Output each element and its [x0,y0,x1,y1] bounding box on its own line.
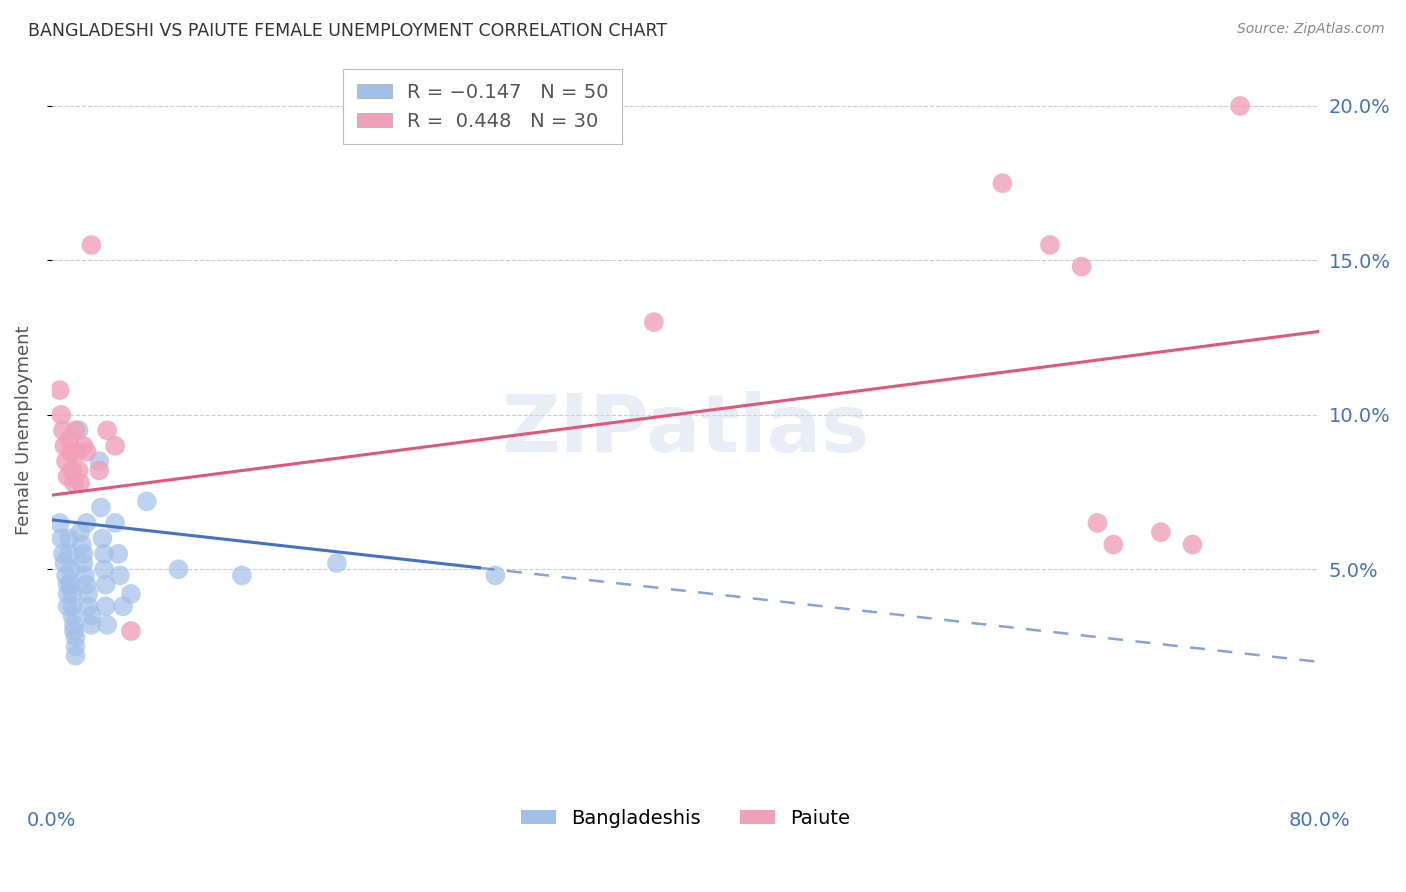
Point [135,494,157,508]
Point [96,618,118,632]
Point [77,587,100,601]
Point [56,587,79,601]
Point [58,532,80,546]
Point [167,562,190,576]
Point [66,445,89,459]
Point [65,640,87,654]
Point [70,537,93,551]
Point [108,568,131,582]
Point [80,618,103,632]
Point [77,599,100,614]
Point [1070,260,1092,274]
Point [72,439,94,453]
Point [69,525,91,540]
Point [60,463,83,477]
Point [89,454,111,468]
Point [76,445,98,459]
Y-axis label: Female Unemployment: Female Unemployment [15,326,32,535]
Point [1039,238,1062,252]
Point [69,475,91,490]
Point [80,238,103,252]
Point [80,608,103,623]
Point [72,547,94,561]
Point [67,463,90,477]
Point [91,532,114,546]
Point [59,562,82,576]
Point [59,577,82,591]
Point [93,562,115,576]
Point [120,624,142,638]
Point [326,556,349,570]
Point [1102,537,1125,551]
Point [60,599,83,614]
Point [60,608,83,623]
Point [55,454,77,468]
Point [94,577,117,591]
Point [96,423,118,437]
Point [104,516,127,530]
Point [1150,525,1173,540]
Point [72,556,94,570]
Point [94,599,117,614]
Point [53,556,76,570]
Text: BANGLADESHI VS PAIUTE FEMALE UNEMPLOYMENT CORRELATION CHART: BANGLADESHI VS PAIUTE FEMALE UNEMPLOYMEN… [28,22,668,40]
Point [48,516,70,530]
Text: ZIPatlas: ZIPatlas [502,392,870,469]
Point [67,423,90,437]
Point [89,463,111,477]
Point [60,587,83,601]
Point [48,383,70,397]
Point [52,423,75,437]
Point [104,439,127,453]
Text: Source: ZipAtlas.com: Source: ZipAtlas.com [1237,22,1385,37]
Point [120,587,142,601]
Point [56,599,79,614]
Point [991,176,1014,190]
Point [51,408,73,422]
Point [56,577,79,591]
Point [107,547,129,561]
Point [76,577,98,591]
Point [76,516,98,530]
Point [53,439,76,453]
Point [55,568,77,582]
Point [65,423,87,437]
Point [63,618,86,632]
Point [58,547,80,561]
Point [73,568,96,582]
Point [56,469,79,483]
Legend: Bangladeshis, Paiute: Bangladeshis, Paiute [513,801,858,836]
Point [51,532,73,546]
Point [65,630,87,644]
Point [63,624,86,638]
Point [58,433,80,447]
Point [52,547,75,561]
Point [231,568,253,582]
Point [1229,99,1251,113]
Point [59,445,82,459]
Point [65,648,87,663]
Point [112,599,135,614]
Point [63,475,86,490]
Point [93,547,115,561]
Point [1087,516,1109,530]
Point [484,568,506,582]
Point [1181,537,1204,551]
Point [643,315,665,329]
Point [90,500,112,515]
